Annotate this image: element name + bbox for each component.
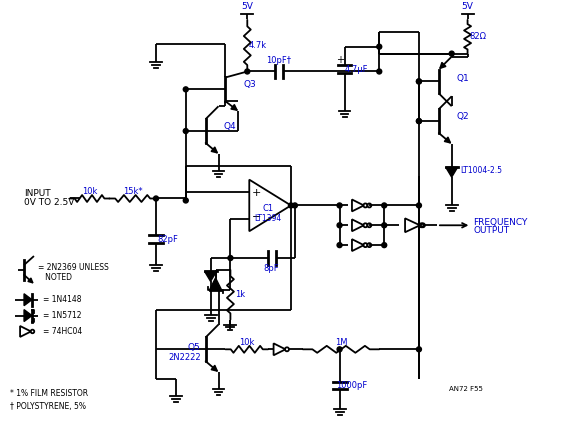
Text: Q2: Q2 bbox=[457, 112, 469, 121]
Circle shape bbox=[416, 119, 421, 124]
Text: 10k: 10k bbox=[239, 338, 254, 347]
Circle shape bbox=[416, 79, 421, 84]
Circle shape bbox=[289, 203, 294, 208]
Text: * 1% FILM RESISTOR: * 1% FILM RESISTOR bbox=[10, 389, 88, 399]
Text: = 74HC04: = 74HC04 bbox=[43, 327, 82, 336]
Text: −: − bbox=[252, 213, 261, 222]
Circle shape bbox=[337, 223, 342, 228]
Text: C1: C1 bbox=[262, 204, 274, 213]
Text: Q3: Q3 bbox=[243, 80, 256, 89]
Text: 5V: 5V bbox=[462, 3, 474, 11]
Circle shape bbox=[382, 242, 387, 248]
Circle shape bbox=[337, 203, 342, 208]
Text: 15k*: 15k* bbox=[123, 187, 143, 196]
Circle shape bbox=[382, 203, 387, 208]
Text: 4.7μF: 4.7μF bbox=[345, 65, 368, 73]
Text: +: + bbox=[336, 55, 344, 65]
Circle shape bbox=[377, 44, 382, 49]
Circle shape bbox=[228, 256, 233, 260]
Circle shape bbox=[337, 242, 342, 248]
Text: LT1394: LT1394 bbox=[254, 214, 282, 223]
Circle shape bbox=[416, 203, 421, 208]
Text: 1000pF: 1000pF bbox=[336, 381, 367, 390]
Text: Q4: Q4 bbox=[223, 121, 236, 131]
Text: INPUT: INPUT bbox=[24, 189, 51, 198]
Text: 1M: 1M bbox=[335, 338, 347, 347]
Text: = 1N4148: = 1N4148 bbox=[43, 295, 81, 304]
Polygon shape bbox=[446, 167, 458, 177]
Text: 10pF†: 10pF† bbox=[266, 56, 291, 65]
Text: AN72 F55: AN72 F55 bbox=[449, 386, 483, 392]
Text: † POLYSTYRENE, 5%: † POLYSTYRENE, 5% bbox=[10, 402, 86, 411]
Polygon shape bbox=[210, 278, 222, 290]
Circle shape bbox=[293, 203, 298, 208]
Circle shape bbox=[183, 128, 188, 133]
Text: Q1: Q1 bbox=[457, 74, 469, 83]
Circle shape bbox=[416, 347, 421, 352]
Text: 8pF: 8pF bbox=[264, 264, 279, 273]
Text: 0V TO 2.5V: 0V TO 2.5V bbox=[24, 198, 74, 207]
Circle shape bbox=[416, 119, 421, 124]
Circle shape bbox=[153, 196, 158, 201]
Text: Q5: Q5 bbox=[188, 343, 201, 352]
Circle shape bbox=[449, 51, 454, 56]
Text: 10k: 10k bbox=[82, 187, 97, 196]
Circle shape bbox=[183, 198, 188, 203]
Circle shape bbox=[377, 69, 382, 74]
Polygon shape bbox=[24, 310, 32, 322]
Text: = 2N2369 UNLESS: = 2N2369 UNLESS bbox=[38, 264, 108, 272]
Text: 5V: 5V bbox=[241, 3, 253, 11]
Text: NOTED: NOTED bbox=[38, 273, 72, 282]
Text: LT1004-2.5: LT1004-2.5 bbox=[461, 166, 503, 175]
Circle shape bbox=[337, 347, 342, 352]
Circle shape bbox=[382, 223, 387, 228]
Text: 2N2222: 2N2222 bbox=[168, 353, 201, 362]
Text: 4.7k: 4.7k bbox=[248, 41, 266, 50]
Text: 82pF: 82pF bbox=[157, 235, 178, 244]
Text: FREQUENCY: FREQUENCY bbox=[474, 218, 528, 227]
Text: OUTPUT: OUTPUT bbox=[474, 226, 509, 235]
Text: 1k: 1k bbox=[235, 290, 245, 299]
Text: = 1N5712: = 1N5712 bbox=[43, 311, 81, 320]
Circle shape bbox=[245, 69, 250, 74]
Polygon shape bbox=[204, 271, 216, 281]
Text: 82Ω: 82Ω bbox=[469, 32, 486, 41]
Circle shape bbox=[183, 87, 188, 92]
Polygon shape bbox=[24, 294, 32, 306]
Text: +: + bbox=[252, 187, 261, 198]
Circle shape bbox=[416, 79, 421, 84]
